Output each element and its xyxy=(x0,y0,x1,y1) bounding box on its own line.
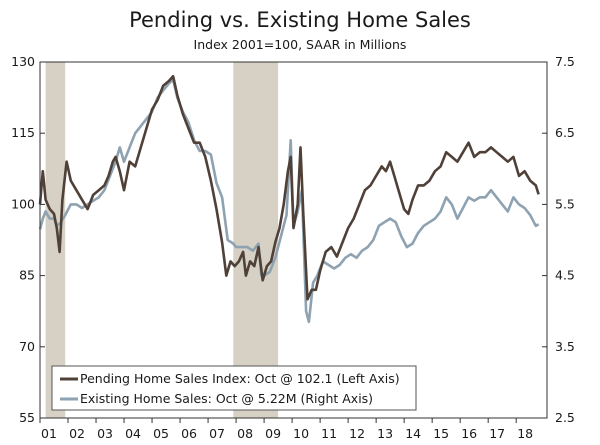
x-tick-label: 05 xyxy=(153,426,169,441)
x-tick-label: 09 xyxy=(265,426,281,441)
recession-band-2 xyxy=(233,62,279,418)
x-tick-label: 03 xyxy=(97,426,113,441)
x-tick-label: 14 xyxy=(405,426,421,441)
y-left-tick-label: 100 xyxy=(11,196,35,211)
y-right-tick-label: 4.5 xyxy=(555,268,575,283)
x-tick-label: 17 xyxy=(489,426,505,441)
series-line-pending xyxy=(38,74,540,301)
y-left-tick-label: 70 xyxy=(19,339,35,354)
recession-bands xyxy=(45,62,279,418)
x-tick-label: 10 xyxy=(293,426,309,441)
x-tick-label: 08 xyxy=(237,426,253,441)
series-line-existing xyxy=(38,78,540,324)
plot-frame xyxy=(39,61,548,419)
x-tick-label: 04 xyxy=(125,426,141,441)
legend-label-existing: Existing Home Sales: Oct @ 5.22M (Right … xyxy=(80,391,373,406)
chart-subtitle: Index 2001=100, SAAR in Millions xyxy=(193,37,407,52)
legend-box xyxy=(51,365,417,411)
y-right-tick-label: 6.5 xyxy=(555,125,575,140)
x-tick-label: 07 xyxy=(209,426,225,441)
x-tick-label: 16 xyxy=(461,426,477,441)
series-lines xyxy=(38,74,540,324)
y-right-tick-label: 7.5 xyxy=(555,54,575,69)
y-right-tick-label: 5.5 xyxy=(555,196,575,211)
y-right-tick-label: 3.5 xyxy=(555,339,575,354)
recession-band-1 xyxy=(45,62,66,418)
y-left-tick-label: 85 xyxy=(19,268,35,283)
y-left-tick-label: 115 xyxy=(11,125,35,140)
x-tick-label: 15 xyxy=(433,426,449,441)
axes: 55 70 85 100 115 130 2.5 3.5 4.5 5.5 6.5 7.5 01 02 03 0… xyxy=(11,54,575,441)
chart-title: Pending vs. Existing Home Sales xyxy=(129,8,471,32)
x-tick-label: 12 xyxy=(349,426,365,441)
x-tick-label: 13 xyxy=(377,426,393,441)
y-right-tick-label: 2.5 xyxy=(555,410,575,425)
legend: Pending Home Sales Index: Oct @ 102.1 (L… xyxy=(51,365,417,411)
x-tick-label: 06 xyxy=(181,426,197,441)
y-left-tick-label: 55 xyxy=(19,410,35,425)
x-tick-label: 18 xyxy=(517,426,533,441)
y-left-tick-label: 130 xyxy=(11,54,35,69)
x-tick-label: 02 xyxy=(69,426,85,441)
legend-label-pending: Pending Home Sales Index: Oct @ 102.1 (L… xyxy=(80,371,400,386)
x-tick-label: 11 xyxy=(321,426,337,441)
x-tick-label: 01 xyxy=(41,426,57,441)
